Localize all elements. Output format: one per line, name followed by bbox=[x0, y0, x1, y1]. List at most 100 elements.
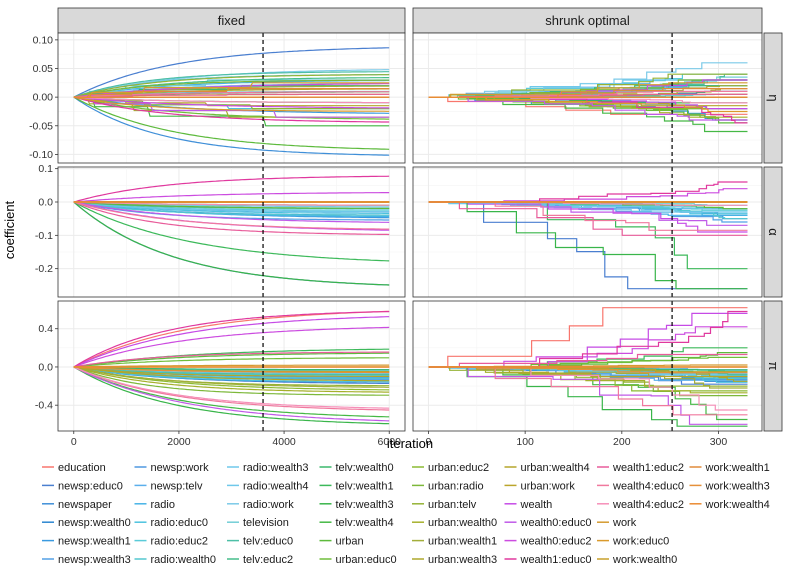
series-lines bbox=[73, 310, 390, 425]
column-strip bbox=[57, 7, 406, 34]
series-line-telv-wealth4 bbox=[73, 366, 390, 418]
series-line-work bbox=[73, 364, 390, 368]
legend-label: newspaper bbox=[58, 499, 112, 511]
series-line-radio-wealth0 bbox=[73, 201, 390, 216]
x-tick-label: 0 bbox=[71, 436, 77, 448]
column-strip-label: fixed bbox=[218, 13, 245, 28]
series-line-newsp-educ0 bbox=[73, 47, 390, 98]
legend-label: urban:wealth1 bbox=[428, 536, 497, 548]
legend-label: urban:educ0 bbox=[336, 554, 397, 566]
legend-label: work bbox=[612, 517, 637, 529]
panel-border bbox=[412, 166, 763, 298]
series-line-wealth4-educ0 bbox=[428, 201, 748, 231]
series-line-urban bbox=[73, 352, 390, 368]
series-line-wealth0-educ0 bbox=[73, 201, 390, 223]
series-line-telv-wealth1 bbox=[73, 201, 390, 262]
legend-label: radio:wealth3 bbox=[243, 462, 308, 474]
series-line-telv-wealth3 bbox=[73, 366, 390, 425]
legend-label: wealth0:educ0 bbox=[520, 517, 592, 529]
series-line-wealth1-educ2 bbox=[73, 351, 390, 368]
row-strip-label: α bbox=[766, 228, 781, 236]
series-line-telv-educ0 bbox=[73, 366, 390, 376]
legend-label: wealth4:educ2 bbox=[612, 499, 684, 511]
legend-label: work:wealth3 bbox=[705, 480, 770, 492]
y-tick-label: 0.4 bbox=[38, 323, 53, 335]
legend-label: work:wealth4 bbox=[705, 499, 770, 511]
legend-label: work:wealth1 bbox=[705, 462, 770, 474]
column-strip bbox=[412, 7, 763, 34]
series-line-wealth1-educ0 bbox=[428, 96, 748, 124]
series-line-telv-wealth3 bbox=[428, 201, 748, 290]
legend-label: wealth bbox=[520, 499, 553, 511]
series-line-telv-wealth3 bbox=[73, 201, 390, 286]
panel bbox=[412, 166, 763, 298]
series-line-wealth1-educ0 bbox=[428, 181, 748, 203]
series-line-wealth bbox=[73, 96, 390, 109]
legend-label: newsp:wealth1 bbox=[58, 536, 131, 548]
series-line-wealth bbox=[73, 316, 390, 368]
series-line-wealth0-educ0 bbox=[73, 366, 390, 422]
series-line-work-wealth1 bbox=[73, 88, 390, 98]
series-lines bbox=[428, 62, 748, 133]
series-lines bbox=[428, 307, 748, 427]
series-line-wealth0-educ0 bbox=[428, 201, 748, 226]
series-line-radio-educ0 bbox=[73, 201, 390, 214]
row-strip bbox=[763, 166, 783, 298]
legend-label: work:wealth0 bbox=[612, 554, 677, 566]
series-line-urban-telv bbox=[73, 74, 390, 98]
series-line-wealth1-educ2 bbox=[428, 353, 748, 368]
y-tick-label: -0.05 bbox=[29, 120, 53, 132]
series-line-wealth0-educ2 bbox=[73, 326, 390, 368]
series-line-radio-work bbox=[428, 62, 748, 98]
x-tick-label: 0 bbox=[426, 436, 432, 448]
legend-label: newsp:wealth3 bbox=[58, 554, 131, 566]
legend-label: telv:educ0 bbox=[243, 536, 293, 548]
series-line-wealth bbox=[428, 312, 748, 368]
legend-label: education bbox=[58, 462, 106, 474]
panel: 0 100 200 300 bbox=[412, 300, 763, 448]
legend: education newsp:educ0 newspaper newsp:wealt… bbox=[42, 462, 770, 566]
y-tick-label: 0.05 bbox=[33, 63, 54, 75]
y-tick-label: 0.1 bbox=[38, 163, 53, 175]
y-tick-label: 0.0 bbox=[38, 197, 53, 209]
series-line-urban-wealth3 bbox=[73, 366, 390, 382]
y-tick-label: -0.1 bbox=[35, 230, 53, 242]
y-axis-title: coefficient bbox=[2, 200, 17, 259]
series-line-work bbox=[73, 82, 390, 98]
series-line-wealth0-educ2 bbox=[428, 326, 748, 368]
x-axis-title: iteration bbox=[387, 436, 433, 451]
legend-label: wealth0:educ2 bbox=[520, 536, 592, 548]
series-line-work bbox=[428, 82, 748, 98]
panel: -0.10 -0.05 0.00 0.05 0.10 bbox=[29, 32, 406, 164]
y-tick-label: -0.10 bbox=[29, 149, 53, 161]
series-line-urban bbox=[73, 96, 390, 150]
series-line-urban-radio bbox=[73, 366, 390, 396]
legend-label: radio:work bbox=[243, 499, 294, 511]
series-line-wealth0-educ2 bbox=[428, 188, 748, 203]
x-tick-label: 200 bbox=[613, 436, 631, 448]
legend-label: radio:educ0 bbox=[151, 517, 209, 529]
series-line-wealth4-educ2 bbox=[73, 201, 390, 206]
series-line-wealth1-educ2 bbox=[73, 201, 390, 236]
x-tick-label: 4000 bbox=[272, 436, 296, 448]
legend-label: urban:telv bbox=[428, 499, 477, 511]
row-strip-label: η bbox=[766, 94, 781, 101]
series-line-wealth4-educ0 bbox=[73, 366, 390, 411]
series-line-telv-educ0 bbox=[73, 71, 390, 98]
legend-label: television bbox=[243, 517, 289, 529]
series-line-radio-wealth4 bbox=[428, 79, 748, 98]
panel-border bbox=[57, 300, 406, 432]
series-line-work-wealth3 bbox=[73, 366, 390, 374]
legend-label: radio:wealth0 bbox=[151, 554, 216, 566]
series-line-wealth0-educ2 bbox=[73, 192, 390, 203]
panel-border bbox=[57, 166, 406, 298]
series-lines bbox=[428, 181, 748, 290]
legend-label: newsp:educ0 bbox=[58, 480, 123, 492]
legend-label: telv:educ2 bbox=[243, 554, 293, 566]
series-line-telv-wealth1 bbox=[428, 347, 748, 368]
y-tick-label: 0.0 bbox=[38, 361, 53, 373]
series-line-education bbox=[428, 96, 748, 115]
series-line-urban-wealth1 bbox=[73, 366, 390, 388]
y-tick-label: 0.00 bbox=[33, 92, 54, 104]
